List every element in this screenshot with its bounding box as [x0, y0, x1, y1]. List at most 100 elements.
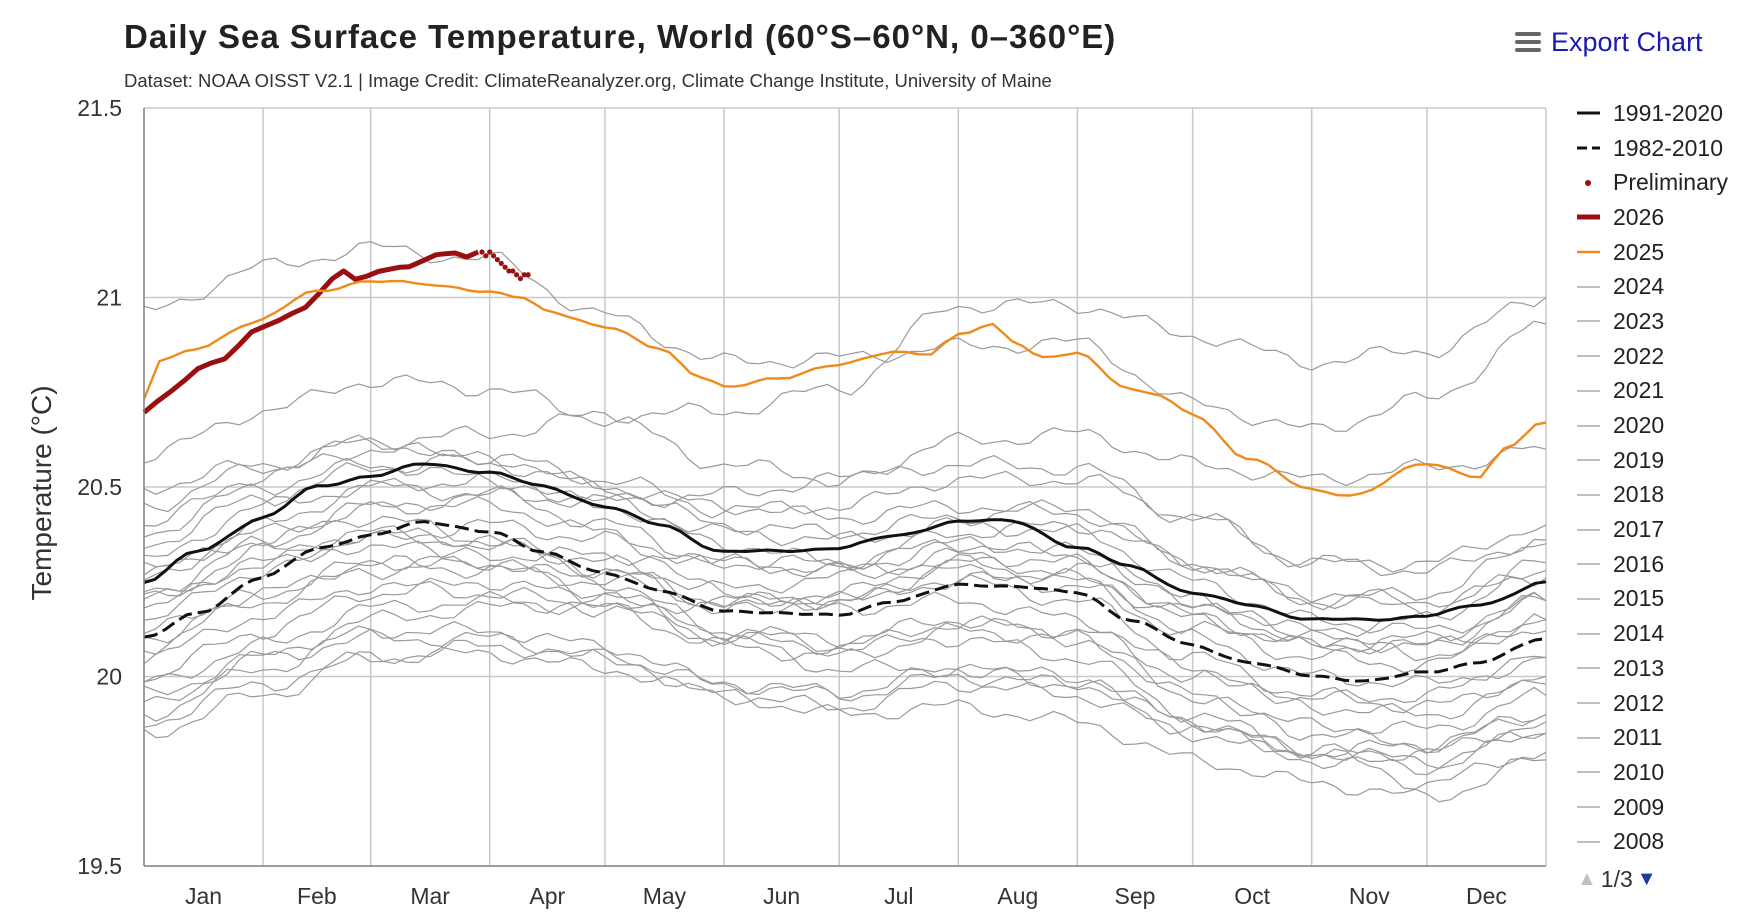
legend-swatch [1577, 320, 1600, 323]
export-chart-button[interactable]: Export Chart [1515, 24, 1703, 60]
legend-swatch [1577, 633, 1600, 635]
legend-item[interactable]: 2010 [1575, 755, 1750, 790]
legend-item[interactable]: 2023 [1575, 304, 1750, 339]
legend-swatch [1577, 146, 1600, 150]
legend-label: 2012 [1613, 689, 1665, 716]
legend-label: 2017 [1613, 516, 1665, 543]
legend-label: 2011 [1613, 724, 1663, 751]
x-tick-label: May [643, 883, 687, 909]
series-line-2010 [143, 540, 1547, 762]
preliminary-point [487, 249, 493, 255]
background-series-line [143, 479, 1547, 688]
legend-label: 2010 [1613, 758, 1665, 785]
legend-swatch [1577, 841, 1600, 843]
legend-label: 2009 [1613, 793, 1665, 820]
legend-swatch [1577, 528, 1600, 531]
preliminary-point [498, 260, 504, 266]
legend-swatch [1577, 702, 1600, 704]
legend-item[interactable]: 1982-2010 [1575, 131, 1750, 166]
legend-pager: ▲ 1/3 ▼ [1577, 866, 1657, 893]
x-tick-label: Sep [1115, 883, 1156, 909]
series-line-2017 [143, 451, 1547, 611]
preliminary-point [510, 268, 516, 274]
background-series-line [143, 470, 1547, 634]
legend-item[interactable]: Preliminary [1575, 165, 1750, 200]
legend-label: 2008 [1613, 828, 1665, 855]
legend-swatch [1577, 214, 1600, 220]
legend-item[interactable]: 2017 [1575, 512, 1750, 547]
preliminary-point [483, 253, 489, 259]
legend-item[interactable]: 2009 [1575, 790, 1750, 825]
legend-swatch [1577, 563, 1600, 565]
preliminary-point [506, 268, 512, 274]
legend-label: Preliminary [1613, 169, 1729, 196]
legend-swatch [1577, 111, 1600, 115]
y-tick-label: 20 [96, 664, 122, 690]
legend-item[interactable]: 2012 [1575, 686, 1750, 721]
preliminary-point [490, 253, 497, 259]
legend-label: 1982-2010 [1613, 134, 1723, 161]
legend-label: 2016 [1613, 550, 1665, 577]
legend-item[interactable]: 2008 [1575, 824, 1750, 859]
legend-swatch [1585, 179, 1591, 186]
legend-item[interactable]: 2018 [1575, 478, 1750, 513]
legend-swatch [1577, 667, 1600, 669]
legend-label: 2018 [1613, 481, 1665, 508]
series-line-2016 [143, 374, 1547, 577]
x-tick-label: Feb [297, 883, 337, 909]
legend-label: 2019 [1613, 446, 1665, 473]
legend-item[interactable]: 2019 [1575, 443, 1750, 478]
legend-item[interactable]: 2016 [1575, 547, 1750, 582]
legend-item[interactable]: 2020 [1575, 408, 1750, 443]
legend: 1991-2020 1982-2010 Preliminary 2026 2025 202… [1575, 96, 1750, 859]
legend-label: 2021 [1613, 377, 1665, 404]
chart-subtitle: Dataset: NOAA OISST V2.1 | Image Credit:… [124, 70, 1052, 91]
legend-swatch [1577, 494, 1600, 496]
legend-item[interactable]: 2015 [1575, 582, 1750, 617]
legend-swatch [1577, 806, 1600, 808]
legend-item[interactable]: 2022 [1575, 339, 1750, 374]
legend-swatch [1577, 250, 1600, 254]
legend-swatch [1577, 286, 1600, 288]
y-tick-label: 21.5 [77, 95, 122, 121]
series-line-2008 [143, 646, 1547, 776]
legend-item[interactable]: 1991-2020 [1575, 96, 1750, 131]
y-tick-label: 20.5 [77, 474, 122, 500]
x-tick-label: Dec [1466, 883, 1507, 909]
legend-item[interactable]: 2025 [1575, 235, 1750, 270]
series-line-1982-2010 [143, 520, 1547, 683]
preliminary-point [479, 249, 485, 255]
legend-item[interactable]: 2024 [1575, 269, 1750, 304]
series-line-2023 [143, 297, 1547, 513]
legend-label: 2013 [1613, 654, 1665, 681]
series-line-2014 [143, 520, 1547, 644]
legend-swatch [1577, 737, 1600, 739]
legend-item[interactable]: 2011 [1575, 720, 1750, 755]
series-line-2024 [143, 241, 1547, 432]
x-tick-label: Nov [1349, 883, 1390, 909]
legend-item[interactable]: 2013 [1575, 651, 1750, 686]
legend-swatch [1577, 771, 1600, 774]
series-line-2013 [143, 580, 1547, 705]
triangle-up-icon[interactable]: ▲ [1577, 868, 1597, 890]
legend-label: 2026 [1613, 203, 1665, 230]
series-line-2009 [143, 563, 1547, 703]
x-tick-label: Jul [884, 883, 913, 909]
axis-layer: 19.5 20 20.5 21 21.5 Jan Feb Mar Apr May Jun Jul Aug… [77, 95, 1546, 909]
series-layer [142, 241, 1547, 776]
series-line-2012 [143, 590, 1547, 735]
legend-item[interactable]: 2014 [1575, 616, 1750, 651]
legend-item[interactable]: 2021 [1575, 374, 1750, 409]
legend-item[interactable]: 2026 [1575, 200, 1750, 235]
x-tick-label: Apr [529, 883, 565, 909]
x-tick-label: Jun [763, 883, 800, 909]
series-line-2011 [143, 621, 1547, 759]
export-chart-label[interactable]: Export Chart [1551, 26, 1703, 57]
series-line-2020 [143, 434, 1547, 618]
series-line-2015 [143, 427, 1547, 568]
preliminary-point [502, 264, 508, 270]
preliminary-point [494, 257, 500, 263]
triangle-down-icon[interactable]: ▼ [1636, 868, 1657, 890]
hamburger-menu-icon[interactable] [1515, 32, 1541, 52]
